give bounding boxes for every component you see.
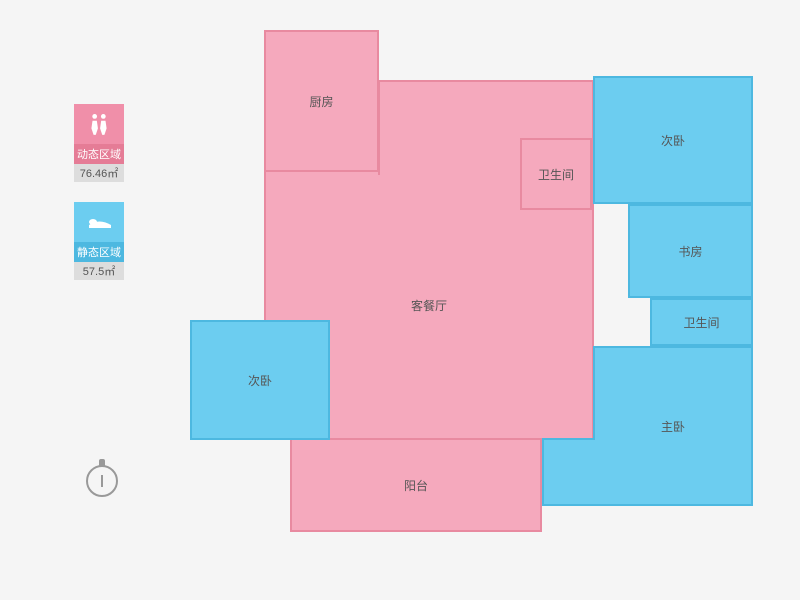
sleep-icon bbox=[74, 202, 124, 242]
room-label: 卫生间 bbox=[538, 166, 574, 183]
room-master-ext bbox=[542, 438, 595, 506]
room-bedroom2b: 次卧 bbox=[190, 320, 330, 440]
room-bedroom2a: 次卧 bbox=[593, 76, 753, 204]
room-study: 书房 bbox=[628, 204, 753, 298]
legend-dynamic-title: 动态区域 bbox=[74, 144, 124, 164]
room-label: 卫生间 bbox=[683, 314, 719, 331]
compass-icon bbox=[86, 465, 118, 497]
room-master: 主卧 bbox=[593, 346, 753, 506]
legend-panel: 动态区域 76.46㎡ 静态区域 57.5㎡ bbox=[74, 104, 134, 300]
room-label: 阳台 bbox=[404, 477, 428, 494]
room-label: 次卧 bbox=[661, 132, 685, 149]
legend-dynamic-value: 76.46㎡ bbox=[74, 164, 124, 182]
legend-static-value: 57.5㎡ bbox=[74, 262, 124, 280]
people-icon bbox=[74, 104, 124, 144]
room-kitchen: 厨房 bbox=[264, 30, 379, 172]
legend-dynamic: 动态区域 76.46㎡ bbox=[74, 104, 124, 182]
floorplan-canvas: 厨房客餐厅卫生间阳台次卧书房卫生间主卧次卧 bbox=[180, 20, 760, 550]
room-label: 次卧 bbox=[248, 372, 272, 389]
room-bath1: 卫生间 bbox=[520, 138, 592, 210]
legend-static-title: 静态区域 bbox=[74, 242, 124, 262]
room-bath2: 卫生间 bbox=[650, 298, 753, 346]
room-label: 主卧 bbox=[661, 418, 685, 435]
room-label: 书房 bbox=[678, 243, 702, 260]
room-label: 客餐厅 bbox=[411, 297, 447, 314]
room-balcony: 阳台 bbox=[290, 438, 542, 532]
room-label: 厨房 bbox=[309, 93, 333, 110]
legend-static: 静态区域 57.5㎡ bbox=[74, 202, 124, 280]
